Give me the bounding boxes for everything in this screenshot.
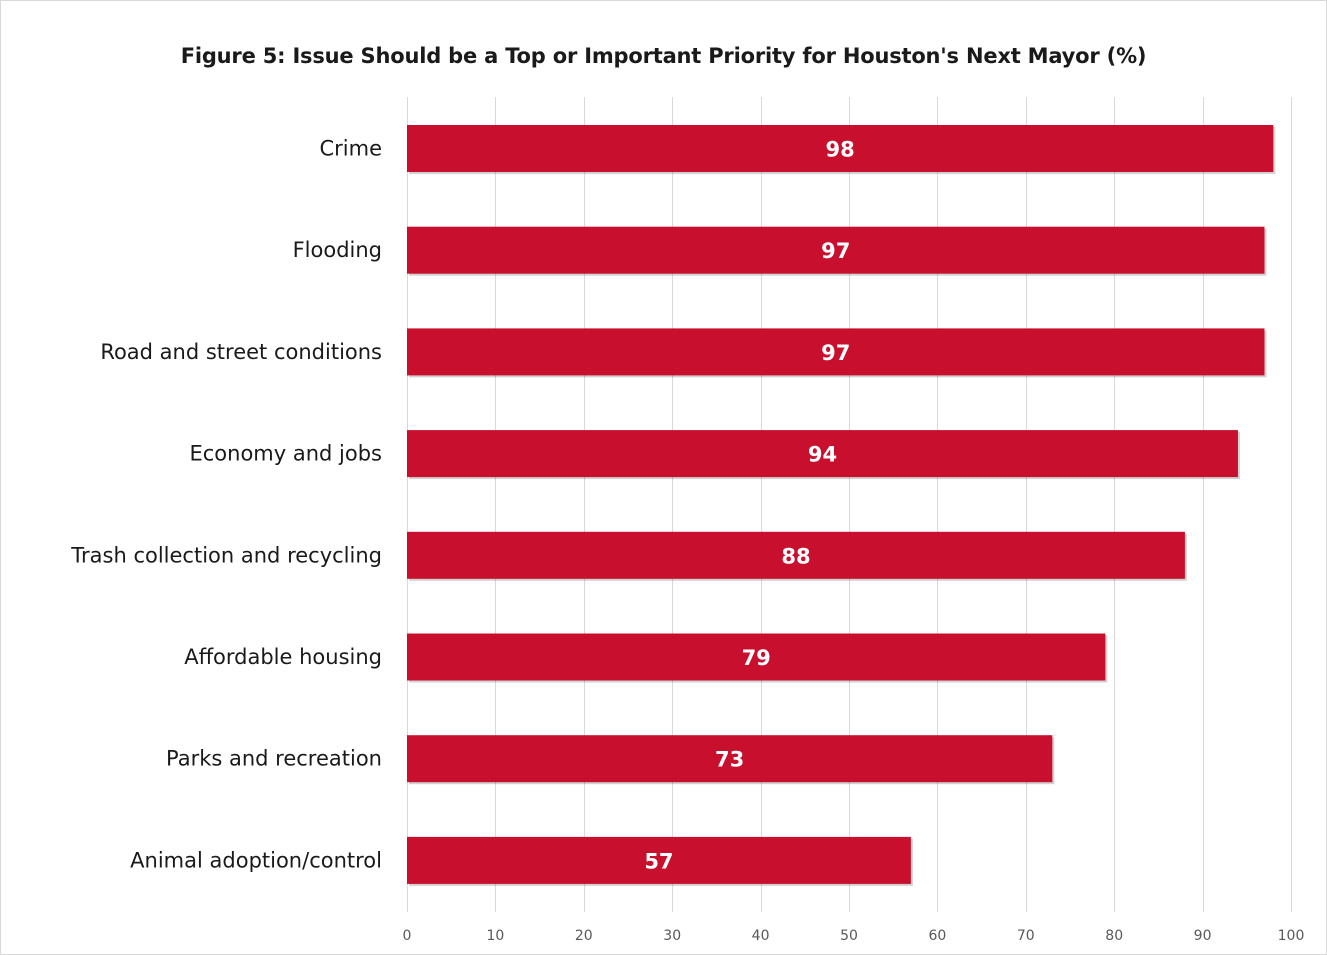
x-tick-label: 90: [1194, 928, 1212, 944]
x-tick-label: 50: [840, 928, 858, 944]
category-label: Affordable housing: [184, 645, 382, 669]
data-label: 79: [742, 646, 771, 670]
bar: [407, 125, 1274, 172]
data-label: 88: [781, 544, 810, 568]
bar: [407, 735, 1053, 783]
bar: [407, 836, 911, 884]
category-label: Crime: [319, 137, 382, 161]
category-label: Trash collection and recycling: [70, 543, 382, 567]
category-label: Parks and recreation: [166, 747, 382, 771]
data-label: 73: [715, 748, 744, 772]
data-label: 97: [821, 239, 850, 263]
x-tick-label: 60: [928, 928, 946, 944]
bar: [407, 633, 1106, 681]
bar: [407, 328, 1265, 376]
x-tick-label: 30: [663, 928, 681, 944]
category-label: Economy and jobs: [189, 442, 382, 466]
bar: [407, 226, 1265, 274]
bar: [407, 531, 1185, 579]
x-tick-label: 0: [403, 928, 412, 944]
category-label: Road and street conditions: [100, 340, 382, 364]
category-label: Animal adoption/control: [130, 848, 382, 872]
category-label: Flooding: [293, 238, 382, 262]
data-label: 94: [808, 443, 837, 467]
data-label: 57: [644, 849, 673, 873]
x-tick-label: 80: [1105, 928, 1123, 944]
x-tick-label: 70: [1017, 928, 1035, 944]
data-label: 98: [826, 138, 855, 162]
data-label: 97: [821, 341, 850, 365]
chart-title: Figure 5: Issue Should be a Top or Impor…: [180, 44, 1147, 68]
x-tick-label: 100: [1278, 928, 1305, 944]
x-tick-label: 40: [752, 928, 770, 944]
bar: [407, 430, 1238, 478]
x-tick-label: 10: [486, 928, 504, 944]
x-tick-label: 20: [575, 928, 593, 944]
